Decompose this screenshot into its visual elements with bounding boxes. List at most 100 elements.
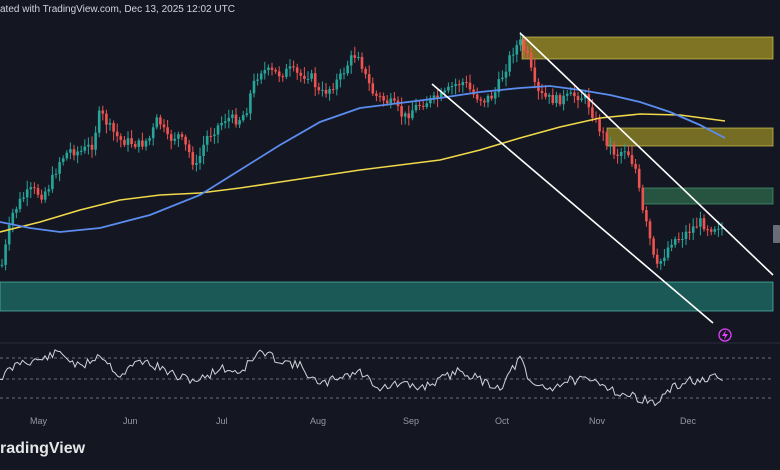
candle-body xyxy=(555,95,558,104)
candle-body xyxy=(450,86,454,88)
candle-body xyxy=(432,95,436,99)
candle-body xyxy=(252,80,256,94)
candle-body xyxy=(425,103,429,107)
candle-body xyxy=(61,158,65,163)
candle-body xyxy=(249,93,252,114)
candle-body xyxy=(468,82,472,90)
candle-body xyxy=(227,117,231,122)
candle-body xyxy=(328,89,331,94)
candle-body xyxy=(684,231,688,239)
candle-body xyxy=(69,149,72,153)
candle-body xyxy=(213,134,216,137)
candle-body xyxy=(479,99,483,101)
candle-body xyxy=(159,117,162,125)
candle-body xyxy=(558,95,562,105)
candle-body xyxy=(486,95,490,103)
candle-body xyxy=(454,84,457,87)
lightning-icon xyxy=(718,328,732,342)
candle-body xyxy=(623,151,627,153)
candle-body xyxy=(123,139,126,145)
candle-body xyxy=(259,73,263,80)
candle-body xyxy=(339,73,342,80)
candle-body xyxy=(0,264,4,266)
candle-body xyxy=(83,146,87,151)
candle-body xyxy=(576,96,580,101)
x-tick-label: Jul xyxy=(216,416,228,426)
tradingview-logo-text: radingView xyxy=(0,440,86,457)
icons-layer xyxy=(718,328,732,342)
candle-body xyxy=(436,95,439,99)
candle-body xyxy=(544,93,547,97)
candle-body xyxy=(681,238,684,240)
x-tick-label: Aug xyxy=(310,416,327,426)
candle-body xyxy=(598,118,601,132)
candle-body xyxy=(166,127,169,135)
candle-body xyxy=(270,67,274,70)
candle-body xyxy=(659,261,663,264)
candle-body xyxy=(346,65,349,74)
candle-body xyxy=(313,73,317,88)
candle-body xyxy=(389,98,393,104)
zones-layer xyxy=(0,36,774,312)
candle-body xyxy=(321,89,324,91)
candle-body xyxy=(187,144,191,153)
candle-body xyxy=(36,188,40,195)
candle-body xyxy=(540,90,544,94)
candle-body xyxy=(144,140,148,147)
candle-body xyxy=(411,110,414,119)
candle-body xyxy=(15,209,18,213)
candle-body xyxy=(483,100,486,103)
candle-body xyxy=(292,66,295,68)
candle-body xyxy=(177,134,180,139)
candle-body xyxy=(47,189,51,192)
moving-average-blue xyxy=(0,85,726,233)
candle-body xyxy=(357,56,360,58)
candle-body xyxy=(65,152,69,159)
candle-body xyxy=(173,138,177,141)
candle-body xyxy=(209,135,213,137)
candle-body xyxy=(648,221,652,239)
candle-body xyxy=(33,187,36,189)
price-scale-handle[interactable] xyxy=(773,225,780,243)
candle-body xyxy=(162,124,166,128)
candle-body xyxy=(551,94,555,104)
candle-body xyxy=(504,71,508,78)
candle-body xyxy=(529,53,533,68)
candle-body xyxy=(331,89,335,91)
candle-body xyxy=(112,123,115,132)
candle-body xyxy=(709,229,713,232)
candle-body xyxy=(519,39,522,46)
candle-body xyxy=(234,114,238,125)
candle-body xyxy=(349,55,353,66)
candle-body xyxy=(713,229,717,232)
x-tick-label: Oct xyxy=(495,416,510,426)
candle-body xyxy=(317,87,321,91)
candle-body xyxy=(288,66,292,69)
candle-body xyxy=(587,94,591,108)
candle-body xyxy=(76,151,79,156)
x-tick-label: Dec xyxy=(680,416,697,426)
candle-body xyxy=(429,98,432,104)
candle-body xyxy=(443,90,447,93)
candle-body xyxy=(511,54,515,56)
candle-body xyxy=(414,104,418,111)
candle-body xyxy=(169,134,173,141)
candle-body xyxy=(11,212,15,225)
candle-body xyxy=(299,72,303,76)
x-tick-label: Sep xyxy=(403,416,420,426)
candle-body xyxy=(151,127,155,139)
candle-body xyxy=(4,244,7,265)
candle-body xyxy=(569,92,573,94)
candle-body xyxy=(7,224,11,245)
candle-body xyxy=(108,123,112,125)
channel-upper-line xyxy=(519,32,774,276)
candle-body xyxy=(141,140,144,147)
candle-body xyxy=(256,79,259,81)
candle-body xyxy=(634,164,637,169)
candle-body xyxy=(191,152,195,165)
candle-body xyxy=(501,77,504,80)
candle-body xyxy=(220,122,223,126)
candle-body xyxy=(699,218,702,227)
candle-body xyxy=(295,67,299,73)
candle-body xyxy=(562,95,565,105)
